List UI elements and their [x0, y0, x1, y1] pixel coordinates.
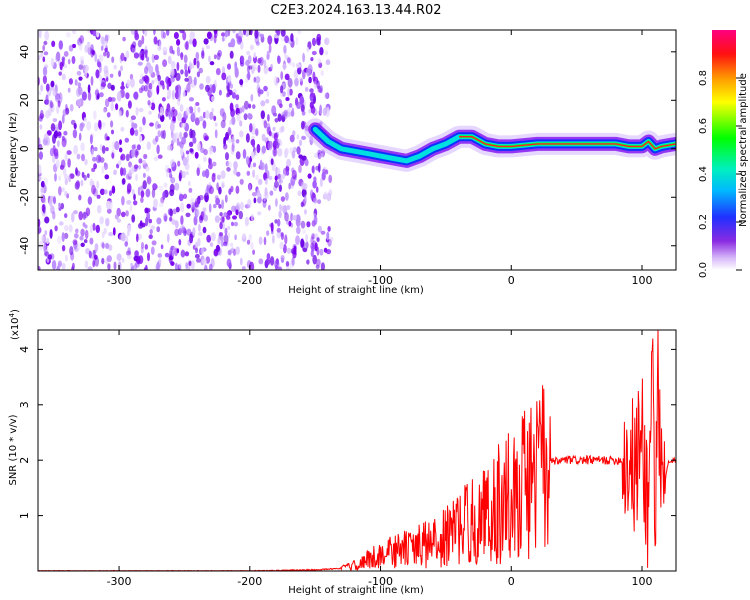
- y-tick-label: 2: [18, 457, 31, 464]
- colorbar-ticks: 0.0 0.2 0.4 0.6 0.8: [698, 70, 742, 278]
- snr-y-axis: 1 2 3 4: [18, 346, 676, 519]
- snr-x-axis: -300 -200 -100 0 100: [107, 330, 653, 588]
- colorbar-tick-label: 0.2: [698, 214, 709, 230]
- y-tick-label: 20: [18, 93, 31, 107]
- spectrogram-y-axis: -40 -20 0 20 40: [18, 45, 676, 255]
- trace-peak: [459, 135, 676, 150]
- colorbar-gradient: [712, 30, 736, 270]
- x-tick-label: 0: [508, 575, 515, 588]
- x-tick-label: -200: [237, 274, 262, 287]
- y-tick-label: 0: [18, 145, 31, 152]
- y-tick-label: 40: [18, 45, 31, 59]
- x-tick-label: -200: [237, 575, 262, 588]
- spectrogram-x-axis: -300 -200 -100 0 100: [107, 30, 653, 287]
- colorbar: 0.0 0.2 0.4 0.6 0.8 Normalized spectral ampl…: [698, 30, 749, 278]
- x-tick-label: 0: [508, 274, 515, 287]
- y-tick-label: -40: [18, 237, 31, 255]
- x-tick-label: 100: [632, 575, 653, 588]
- spectrogram-frame: [37, 29, 677, 271]
- y-tick-label: 1: [18, 512, 31, 519]
- snr-y-label: SNR (10 * v/v): [8, 414, 19, 485]
- spectrogram-trace-layer: [304, 118, 676, 172]
- y-tick-label: -20: [18, 188, 31, 206]
- colorbar-tick-label: 0.0: [698, 262, 709, 278]
- x-tick-label: 100: [632, 274, 653, 287]
- chart-title: C2E3.2024.163.13.44.R02: [270, 3, 441, 18]
- y-tick-label: 4: [18, 346, 31, 353]
- snr-plot-area: [38, 330, 676, 571]
- spectrogram-y-label: Frequency (Hz): [8, 112, 19, 188]
- snr-multiplier-label: (x104): [8, 309, 21, 340]
- colorbar-tick-label: 0.4: [698, 166, 709, 182]
- snr-panel: -300 -200 -100 0 100 1 2 3 4 Height of straight…: [8, 309, 677, 596]
- colorbar-label: Normalized spectral amplitude: [738, 73, 749, 227]
- x-tick-label: -100: [368, 274, 393, 287]
- spectrogram-x-label: Height of straight line (km): [288, 285, 424, 296]
- y-tick-label: 3: [18, 401, 31, 408]
- x-tick-label: -300: [107, 575, 132, 588]
- x-tick-label: -100: [368, 575, 393, 588]
- snr-x-label: Height of straight line (km): [288, 585, 424, 596]
- x-tick-label: -300: [107, 274, 132, 287]
- snr-frame: [37, 329, 677, 572]
- colorbar-tick-label: 0.6: [698, 118, 709, 134]
- colorbar-tick-label: 0.8: [698, 70, 709, 86]
